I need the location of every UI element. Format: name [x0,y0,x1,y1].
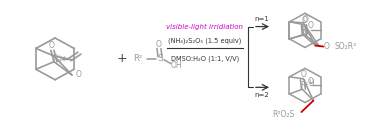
Text: H: H [59,56,65,62]
Text: O: O [324,42,329,51]
Text: n=1: n=1 [254,16,270,22]
Text: S: S [157,54,163,63]
Text: O: O [302,16,307,25]
Text: R¹: R¹ [301,26,309,35]
Text: O: O [302,15,308,24]
Text: O: O [301,70,306,79]
Text: +: + [117,52,127,65]
Text: (NH₄)₂S₂O₅ (1.5 equiv): (NH₄)₂S₂O₅ (1.5 equiv) [168,38,242,44]
Text: O: O [76,70,82,79]
Text: O: O [156,40,162,49]
Text: H: H [308,79,314,88]
Text: OH: OH [170,61,182,70]
Text: O: O [49,41,55,50]
Text: n: n [56,58,60,63]
Text: R²: R² [133,54,143,63]
Text: R¹: R¹ [52,54,60,63]
Text: O: O [307,21,313,30]
Text: R¹: R¹ [301,81,309,90]
Text: visible-light irridiation: visible-light irridiation [166,24,243,30]
Text: SO₂R²: SO₂R² [334,42,356,51]
Text: O: O [307,77,313,86]
Text: R²O₂S: R²O₂S [272,110,294,119]
Text: DMSO:H₂O (1:1, V/V): DMSO:H₂O (1:1, V/V) [171,56,239,62]
Text: n=2: n=2 [255,92,270,98]
